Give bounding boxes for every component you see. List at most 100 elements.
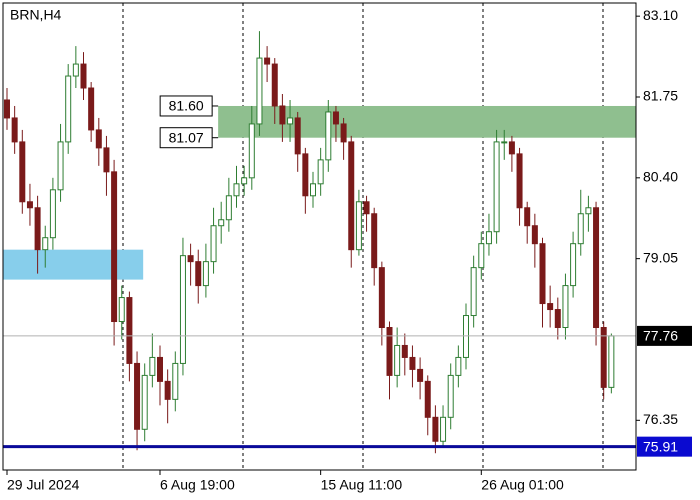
price-label: 77.76 [643,328,678,344]
zone-label: 81.60 [169,98,204,114]
price-label-box [637,436,692,457]
y-tick-label: 81.75 [643,88,678,104]
candle-body [164,380,171,400]
candle-body [554,309,561,329]
zone [3,249,144,280]
candle-body [111,171,118,323]
candle-body [287,117,294,125]
candle-body [302,153,309,197]
candle-body [516,153,523,209]
candle-body [202,261,209,287]
candle-body [463,315,469,358]
candle-body [294,117,301,155]
candle-body [248,123,255,179]
candle-body [524,207,531,227]
candle-body [42,237,49,251]
candle-body [355,201,362,251]
candle-body [310,183,316,197]
chart-title: BRN,H4 [10,7,62,23]
candle-body [539,243,546,305]
candle-body [577,213,584,245]
candle-body [409,356,416,370]
candle-body [440,416,447,442]
candle-body [88,87,95,131]
candle-body [264,57,271,65]
candle-body [531,225,538,245]
candle-body [394,344,401,376]
candle-body [103,147,110,173]
candle-body [134,362,141,430]
candle-body [241,177,248,185]
candle-body [508,141,515,155]
candle-body [401,344,408,358]
candle-body [195,261,202,287]
candle-body [600,327,607,388]
candle-body [317,159,324,185]
zone-label: 81.07 [169,129,204,145]
candle-body [608,335,615,388]
candle-body [547,303,554,311]
candle-body [80,63,87,89]
candle-body [455,356,462,376]
candles [4,31,615,454]
candle-body [49,189,56,239]
x-tick-label: 15 Aug 11:00 [321,477,403,493]
candle-body [172,362,179,400]
candle-body [501,141,508,144]
candle-body [149,356,156,376]
candle-body [447,374,454,418]
candle-body [340,123,347,143]
candle-body [585,207,592,215]
x-tick-label: 26 Aug 01:00 [481,477,564,493]
candle-body [424,380,431,418]
candle-body [256,57,263,125]
candle-body [26,201,33,209]
candle-body [157,356,163,382]
candle-body [417,368,424,382]
y-tick-label: 83.10 [643,7,678,23]
candle-body [95,129,102,149]
candle-body [141,374,148,430]
candle-body [11,117,18,143]
candle-body [332,111,339,125]
y-tick-label: 76.35 [643,411,678,427]
candle-body [432,416,439,442]
candle-body [378,267,385,329]
x-tick-label: 29 Jul 2024 [7,477,80,493]
candle-body [485,231,492,245]
y-tick-label: 80.40 [643,169,678,185]
candle-body [593,207,600,329]
candle-body [478,243,485,269]
candle-body [279,105,286,125]
candle-body [218,219,225,227]
candle-body [187,255,194,263]
candle-body [386,327,393,376]
candle-body [225,195,232,221]
candle-body [65,75,72,143]
candle-body [210,225,217,263]
x-tick-label: 6 Aug 19:00 [160,477,235,493]
candle-body [325,111,332,161]
candle-body [19,141,26,203]
candle-body [470,267,477,317]
price-label: 75.91 [643,438,678,454]
price-label-box [637,325,692,346]
candle-body [363,201,370,215]
zones [3,105,636,280]
candle-body [348,141,355,251]
y-tick-label: 79.05 [643,249,678,265]
candle-body [118,297,125,323]
candle-body [4,99,10,119]
candle-body [57,141,64,191]
candle-body [562,285,569,329]
candle-body [34,207,41,251]
candle-body [493,141,500,233]
candle-body [271,63,278,107]
candle-body [371,213,378,269]
candle-body [179,255,186,364]
candle-body [233,183,240,197]
candle-body [570,243,577,287]
overlay: 81.60 81.07 77.76 75.91 [3,95,692,457]
plot-border [2,2,637,471]
